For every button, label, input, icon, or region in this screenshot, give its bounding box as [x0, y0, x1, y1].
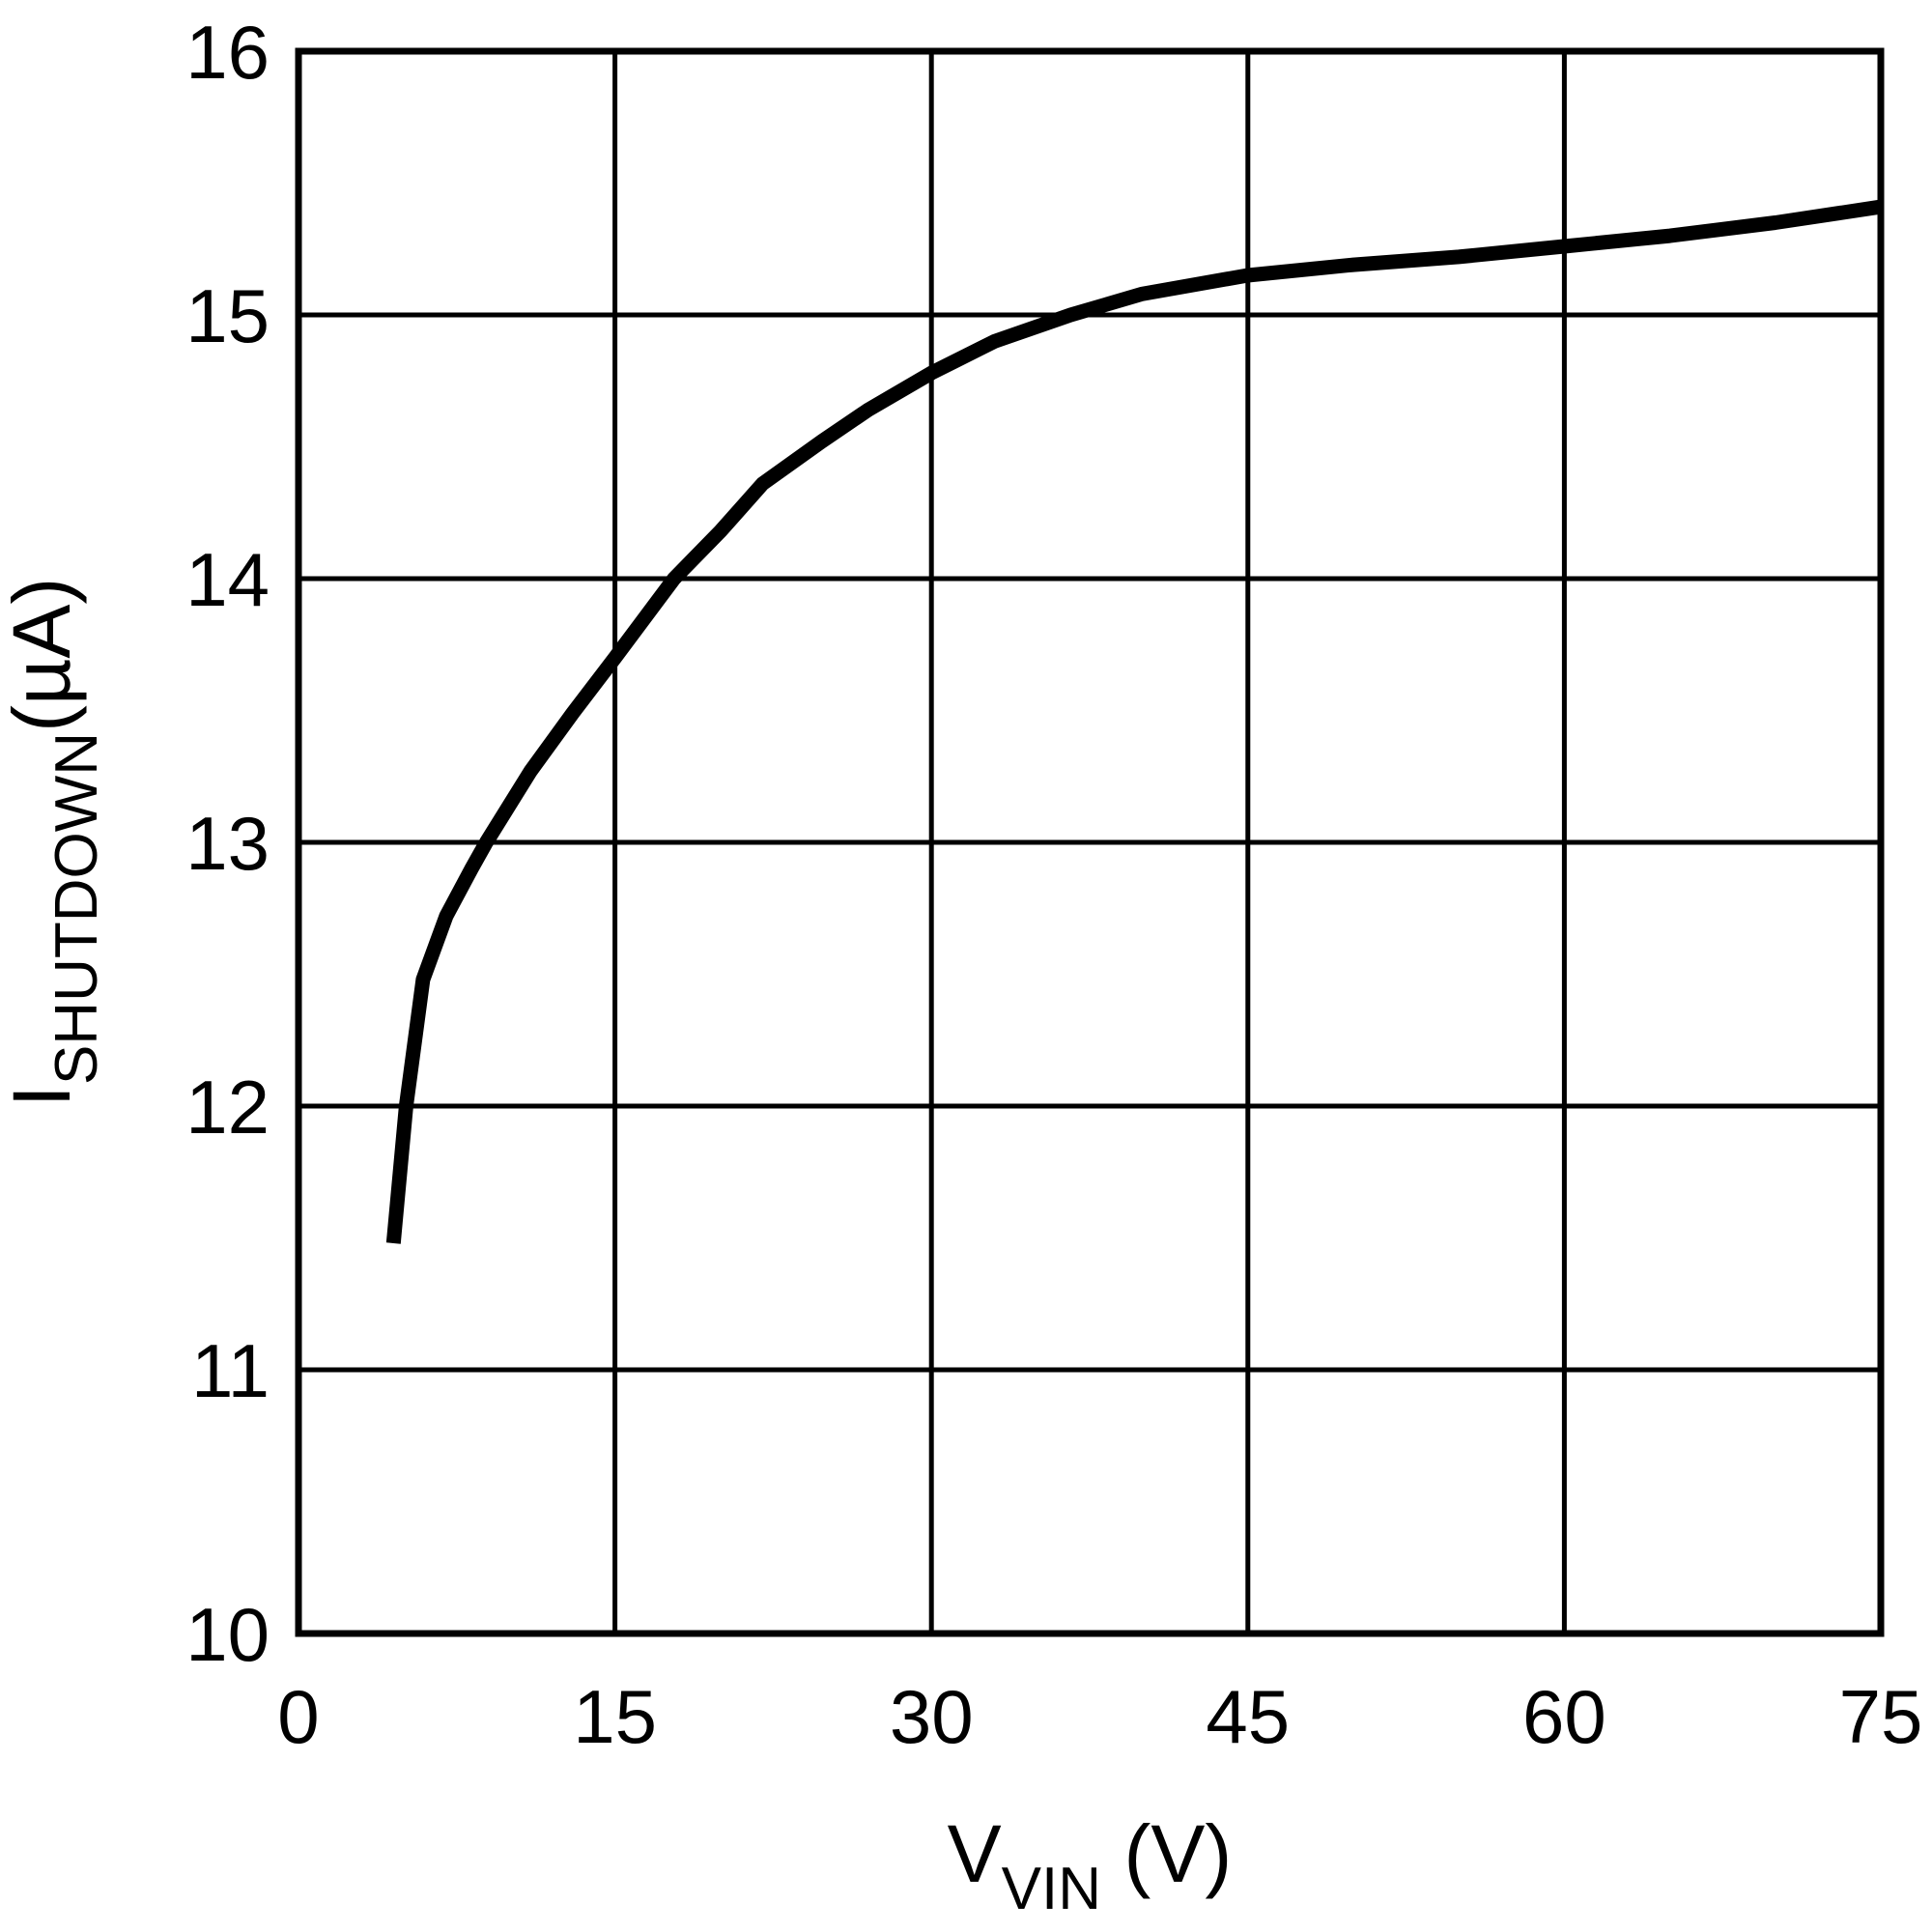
x-tick-label: 60: [1522, 1674, 1606, 1759]
y-tick-label: 10: [185, 1592, 270, 1677]
x-axis-title-unit: (V): [1101, 1808, 1232, 1899]
y-tick-label: 16: [185, 10, 270, 95]
y-axis-title-unit: (µA): [0, 578, 87, 732]
plot-frame: [295, 47, 1885, 1637]
x-tick-label: 15: [573, 1674, 657, 1759]
x-tick-label: 75: [1839, 1674, 1923, 1759]
y-axis-tick-labels: 10 11 12 13 14 15 16: [185, 10, 270, 1677]
x-axis-title-subscript: VIN: [1002, 1856, 1101, 1922]
y-tick-label: 15: [185, 273, 270, 358]
series-line-ishutdown: [385, 199, 1883, 1244]
x-tick-label: 45: [1206, 1674, 1290, 1759]
x-axis-tick-labels: 0 15 30 45 60 75: [277, 1674, 1922, 1759]
grid-lines: [296, 48, 1884, 1636]
y-tick-label: 13: [185, 801, 270, 886]
y-axis-title-subscript: SHUTDOWN: [43, 732, 110, 1085]
y-tick-label: 14: [185, 537, 270, 622]
y-axis-title-main: I: [0, 1085, 87, 1107]
x-axis-title: VVIN (V): [948, 1808, 1233, 1922]
x-axis-title-main: V: [948, 1808, 1002, 1899]
x-tick-label: 0: [277, 1674, 319, 1759]
x-tick-label: 30: [890, 1674, 974, 1759]
y-tick-label: 11: [191, 1328, 270, 1413]
y-tick-label: 12: [185, 1065, 270, 1150]
y-axis-title: ISHUTDOWN(µA): [0, 578, 110, 1108]
